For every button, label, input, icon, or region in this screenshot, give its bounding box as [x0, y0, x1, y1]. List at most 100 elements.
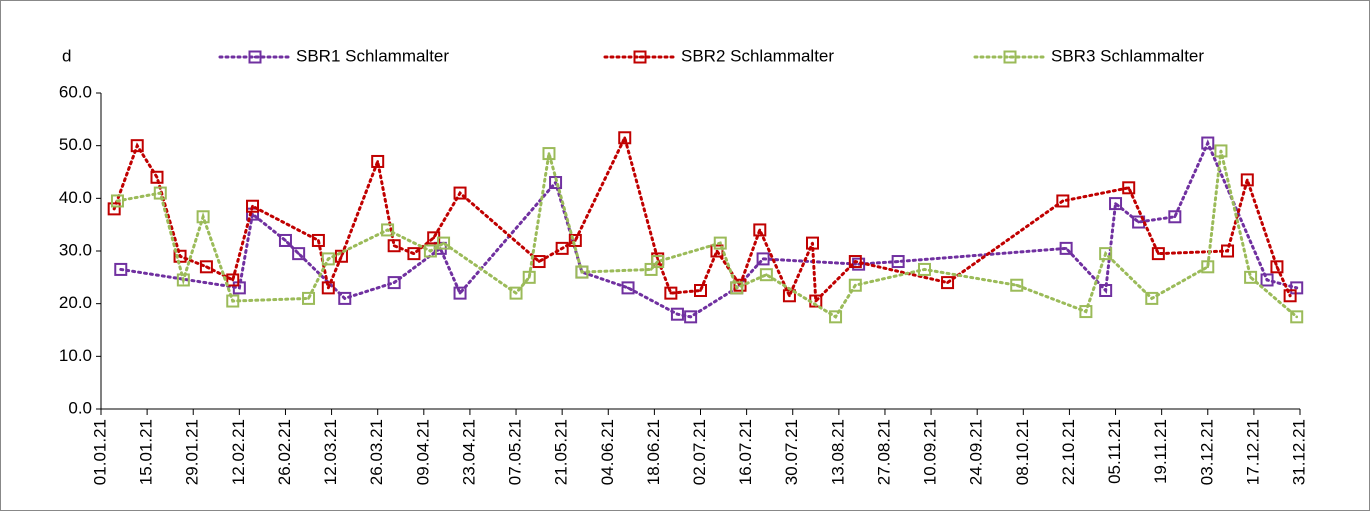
- x-tick-label: 03.12.21: [1197, 419, 1216, 485]
- marker: [555, 241, 569, 255]
- marker-dot: [527, 276, 531, 279]
- marker: [176, 273, 190, 287]
- marker-dot: [1219, 149, 1223, 153]
- marker-dot: [238, 286, 241, 290]
- marker: [1145, 291, 1159, 305]
- marker: [1283, 289, 1297, 303]
- marker: [1290, 281, 1304, 295]
- marker-box: [199, 260, 213, 274]
- marker-box: [387, 239, 401, 253]
- marker: [226, 294, 240, 308]
- marker-box: [733, 278, 747, 292]
- marker-box: [130, 139, 144, 153]
- marker-dot: [638, 55, 642, 59]
- marker-box: [1290, 310, 1304, 324]
- marker-dot: [392, 244, 396, 248]
- marker-dot: [119, 268, 123, 271]
- marker: [423, 244, 437, 258]
- y-tick-label: 30.0: [59, 240, 92, 259]
- x-tick-label: 29.01.21: [183, 419, 202, 485]
- marker-dot: [735, 286, 739, 290]
- marker-box: [756, 252, 770, 266]
- marker-box: [848, 278, 862, 292]
- y-tick-label: 40.0: [59, 188, 92, 207]
- marker-dot: [251, 204, 254, 208]
- x-tick-label: 01.01.21: [90, 419, 109, 485]
- marker-dot: [896, 260, 900, 263]
- y-tick-label: 20.0: [59, 293, 92, 312]
- marker: [302, 291, 316, 305]
- marker-box: [1003, 50, 1017, 64]
- marker-dot: [231, 278, 235, 282]
- marker-dot: [1137, 220, 1140, 224]
- legend-item: SBR1 Schlammalter: [218, 46, 449, 65]
- marker: [1099, 284, 1113, 297]
- series: [107, 131, 1297, 308]
- marker-dot: [811, 241, 814, 245]
- marker: [1056, 194, 1070, 208]
- legend-item: SBR3 Schlammalter: [973, 46, 1204, 65]
- marker-box: [246, 199, 260, 213]
- marker: [664, 286, 678, 300]
- marker-dot: [343, 297, 347, 300]
- marker-dot: [376, 160, 379, 163]
- marker-box: [381, 223, 395, 237]
- marker-box: [664, 286, 678, 300]
- marker-box: [321, 281, 335, 295]
- marker: [292, 247, 306, 261]
- marker: [568, 233, 582, 247]
- marker-box: [107, 202, 121, 216]
- marker-box: [532, 255, 546, 269]
- marker-box: [549, 176, 563, 190]
- x-tick-label: 22.10.21: [1059, 419, 1078, 485]
- marker-dot: [1249, 276, 1252, 279]
- marker-dot: [1061, 199, 1065, 203]
- marker-box: [1056, 194, 1070, 208]
- marker-box: [848, 255, 862, 269]
- marker-box: [829, 310, 843, 324]
- x-tick-label: 13.08.21: [828, 419, 847, 485]
- marker-box: [1201, 260, 1215, 274]
- marker: [756, 252, 770, 266]
- marker-box: [110, 194, 124, 208]
- marker-dot: [340, 254, 343, 258]
- marker: [453, 286, 467, 300]
- marker-dot: [116, 199, 119, 203]
- legend-label: SBR2 Schlammalter: [681, 46, 834, 65]
- y-tick-label: 60.0: [59, 82, 92, 101]
- legend-item: SBR2 Schlammalter: [603, 46, 834, 65]
- marker-box: [575, 265, 589, 279]
- marker-box: [1270, 260, 1284, 274]
- marker-box: [321, 252, 335, 266]
- marker: [1109, 197, 1123, 211]
- marker-box: [387, 276, 401, 290]
- marker: [1003, 50, 1017, 64]
- marker-dot: [580, 270, 584, 274]
- marker-box: [759, 268, 773, 282]
- marker-dot: [1288, 294, 1292, 298]
- marker-dot: [1295, 315, 1299, 319]
- marker: [713, 236, 727, 250]
- marker: [805, 236, 819, 250]
- marker: [829, 310, 843, 324]
- marker: [248, 50, 262, 64]
- marker-box: [522, 270, 536, 284]
- marker: [232, 281, 246, 295]
- marker-dot: [458, 291, 462, 295]
- marker: [710, 244, 724, 258]
- marker-dot: [1295, 286, 1299, 290]
- marker-box: [805, 236, 819, 250]
- marker: [1201, 136, 1215, 150]
- x-tick-label: 30.07.21: [782, 419, 801, 485]
- marker-box: [150, 170, 164, 184]
- marker-box: [407, 247, 421, 261]
- marker: [226, 273, 240, 287]
- marker-box: [917, 262, 931, 276]
- marker-box: [509, 286, 523, 300]
- marker-box: [338, 291, 352, 305]
- y-axis-label: d: [62, 46, 71, 65]
- marker-box: [941, 276, 955, 290]
- marker: [278, 233, 292, 247]
